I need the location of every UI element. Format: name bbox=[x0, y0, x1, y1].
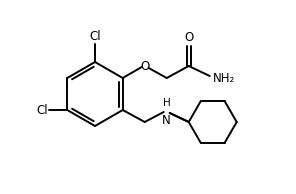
Text: H: H bbox=[163, 98, 170, 108]
Text: Cl: Cl bbox=[89, 30, 101, 43]
Text: N: N bbox=[162, 114, 171, 127]
Text: NH₂: NH₂ bbox=[213, 72, 235, 85]
Text: Cl: Cl bbox=[37, 104, 48, 117]
Text: O: O bbox=[140, 60, 149, 73]
Text: O: O bbox=[184, 31, 193, 44]
